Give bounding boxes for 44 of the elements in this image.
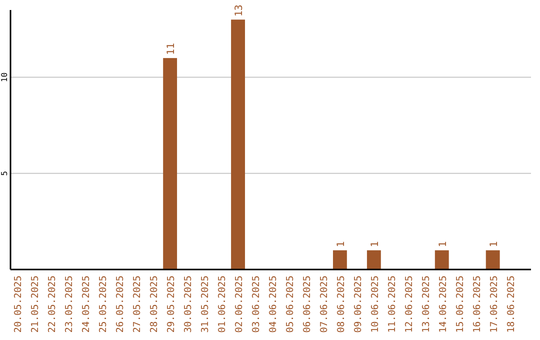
bar [163, 58, 178, 270]
x-tick-label: 02.06.2025 [234, 276, 246, 333]
x-tick-label: 07.06.2025 [318, 276, 330, 333]
x-tick-label: 14.06.2025 [438, 276, 449, 333]
x-tick-label: 16.06.2025 [472, 276, 483, 333]
x-tick-label: 27.05.2025 [132, 276, 144, 333]
x-tick-label: 25.05.2025 [98, 276, 110, 333]
x-tick-label: 24.05.2025 [81, 276, 92, 333]
data-label: 1 [336, 241, 347, 248]
x-tick-label: 04.06.2025 [268, 276, 279, 333]
x-tick-label: 28.05.2025 [149, 276, 160, 333]
x-tick-label: 20.05.2025 [13, 276, 24, 333]
bar [231, 20, 245, 270]
x-tick-label: 29.05.2025 [166, 276, 178, 333]
bar [486, 250, 500, 270]
x-tick-label: 06.06.2025 [302, 276, 313, 333]
x-tick-label: 15.06.2025 [454, 276, 466, 333]
data-label: 1 [438, 241, 449, 248]
x-tick-label: 17.06.2025 [488, 276, 500, 333]
x-tick-label: 11.06.2025 [386, 276, 398, 333]
x-tick-label: 30.05.2025 [183, 276, 194, 333]
x-tick-label: 23.05.2025 [64, 276, 76, 333]
x-tick-label: 22.05.2025 [47, 276, 58, 333]
x-tick-label: 08.06.2025 [336, 276, 347, 333]
data-label: 13 [234, 4, 246, 17]
y-tick-label: 5 [0, 170, 9, 176]
x-tick-label: 01.06.2025 [217, 276, 228, 333]
data-label: 1 [488, 241, 500, 248]
x-tick-label: 03.06.2025 [251, 276, 262, 333]
data-label: 1 [370, 241, 381, 248]
data-label: 11 [166, 43, 178, 56]
x-tick-label: 09.06.2025 [352, 276, 364, 333]
x-tick-label: 21.05.2025 [30, 276, 42, 333]
bar [366, 250, 381, 270]
x-tick-label: 05.06.2025 [284, 276, 296, 333]
x-tick-label: 26.05.2025 [115, 276, 126, 333]
x-tick-label: 10.06.2025 [370, 276, 381, 333]
x-tick-label: 31.05.2025 [200, 276, 212, 333]
y-tick-label: 10 [0, 72, 9, 82]
bar [332, 250, 347, 270]
x-tick-label: 12.06.2025 [404, 276, 415, 333]
x-tick-label: 13.06.2025 [420, 276, 432, 333]
bar [434, 250, 449, 270]
x-tick-label: 18.06.2025 [506, 276, 517, 333]
